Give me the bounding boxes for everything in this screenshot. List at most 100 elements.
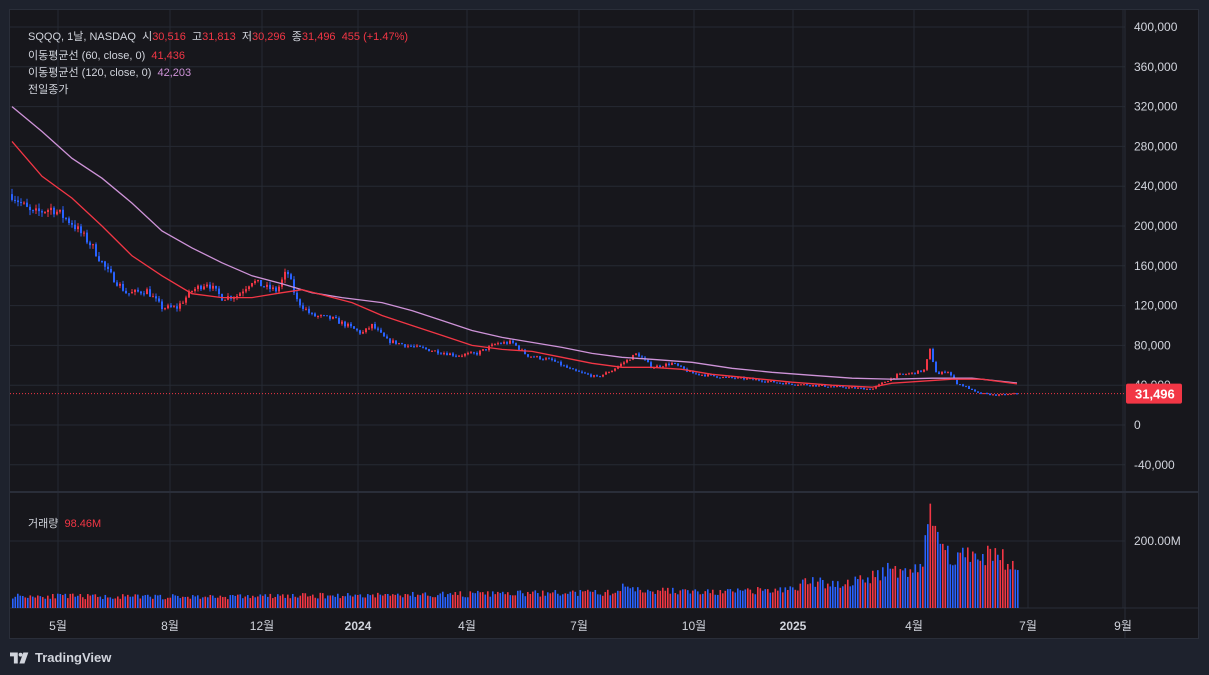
volume-bar xyxy=(639,589,642,608)
candle-body xyxy=(746,378,748,380)
legend-prev-close[interactable]: 전일종가 xyxy=(28,81,68,97)
candle-body xyxy=(827,386,829,388)
candle-body xyxy=(908,373,910,375)
candle-body xyxy=(698,373,700,375)
candle-body xyxy=(680,365,682,367)
candle-body xyxy=(164,308,166,310)
volume-bar xyxy=(687,590,689,608)
volume-bar xyxy=(944,550,947,608)
volume-bar xyxy=(427,595,429,608)
volume-bar xyxy=(399,595,402,608)
candle-body xyxy=(1013,393,1015,395)
volume-bar xyxy=(767,589,769,608)
candle-body xyxy=(899,373,901,375)
volume-bar xyxy=(332,595,334,608)
volume-bar xyxy=(234,595,237,608)
volume-bar xyxy=(797,590,799,608)
candle-body xyxy=(197,285,199,289)
volume-bar xyxy=(684,589,687,608)
chart-frame[interactable]: 400,000 360,000 320,000 280,000 240,000 200,0… xyxy=(9,9,1199,639)
candle-body xyxy=(398,343,400,345)
volume-bar xyxy=(197,595,199,608)
candle-body xyxy=(581,371,583,373)
legend-ma120[interactable]: 이동평균선 (120, close, 0) 42,203 xyxy=(28,64,191,80)
candle-body xyxy=(377,328,379,330)
volume-bar xyxy=(812,577,814,608)
candle-body xyxy=(446,353,448,356)
volume-bar xyxy=(239,594,242,608)
candle-body xyxy=(185,297,187,303)
volume-bar xyxy=(244,596,247,608)
volume-bar xyxy=(649,591,652,608)
candle-body xyxy=(449,353,451,356)
volume-bar xyxy=(657,590,659,608)
candle-body xyxy=(128,293,130,295)
volume-bar xyxy=(157,595,159,608)
volume-bar xyxy=(807,584,809,608)
volume-bar xyxy=(824,588,827,608)
candle-body xyxy=(575,369,577,371)
volume-bar xyxy=(1009,569,1012,608)
chart-canvas[interactable]: 400,000 360,000 320,000 280,000 240,000 200,0… xyxy=(10,10,1198,638)
y-tick-label: 400,000 xyxy=(1134,20,1178,34)
tradingview-logo[interactable]: TradingView xyxy=(10,650,111,665)
volume-bar xyxy=(774,588,777,608)
volume-bar xyxy=(584,591,587,608)
legend-ma120-label: 이동평균선 (120, close, 0) xyxy=(28,67,152,79)
candle-body xyxy=(245,289,247,292)
last-price-tag xyxy=(1126,383,1182,404)
volume-bar xyxy=(939,543,942,608)
candle-body xyxy=(353,326,355,329)
volume-bar xyxy=(254,597,257,608)
candle-body xyxy=(140,291,142,294)
candle-body xyxy=(785,382,787,385)
x-tick-label: 7월 xyxy=(570,619,588,633)
volume-bar xyxy=(619,591,622,608)
volume-bar xyxy=(632,587,634,608)
volume-bar xyxy=(957,552,959,608)
volume-bar xyxy=(842,586,844,608)
volume-bar xyxy=(942,543,944,608)
candle-body xyxy=(428,349,430,352)
candle-body xyxy=(887,380,889,382)
volume-bar xyxy=(967,547,969,608)
candle-body xyxy=(299,299,301,306)
volume-bar xyxy=(922,566,924,608)
legend-volume-value: 98.46M xyxy=(64,518,102,530)
volume-bar xyxy=(447,594,449,608)
volume-bar xyxy=(39,596,42,608)
legend-volume[interactable]: 거래량 98.46M xyxy=(28,515,101,531)
candle-body xyxy=(815,384,817,387)
ma120-line xyxy=(11,106,1018,384)
candle-body xyxy=(116,282,118,286)
volume-bar xyxy=(232,595,234,608)
volume-bar xyxy=(892,568,894,608)
y-tick-label: 240,000 xyxy=(1134,179,1178,193)
candle-body xyxy=(725,376,727,378)
candle-body xyxy=(44,211,46,213)
volume-bar xyxy=(974,553,977,608)
volume-bar xyxy=(172,594,174,608)
legend-ma60[interactable]: 이동평균선 (60, close, 0) 41,436 xyxy=(28,47,185,63)
candle-body xyxy=(1010,393,1012,395)
candle-body xyxy=(632,354,634,360)
volume-bar xyxy=(669,593,672,608)
x-tick-label: 2025 xyxy=(780,619,807,633)
volume-bar xyxy=(602,595,604,608)
volume-bar xyxy=(964,557,967,608)
volume-bar xyxy=(82,597,84,608)
candle-body xyxy=(329,315,331,319)
volume-bar xyxy=(709,593,712,608)
candle-body xyxy=(155,296,157,299)
candle-body xyxy=(485,349,487,351)
candle-body xyxy=(425,347,427,350)
legend-volume-label: 거래량 xyxy=(28,518,59,530)
volume-bar xyxy=(569,591,572,608)
candle-body xyxy=(953,375,955,379)
volume-bar xyxy=(514,595,517,608)
volume-bar xyxy=(694,589,697,608)
candle-body xyxy=(302,305,304,309)
volume-bar xyxy=(859,575,862,608)
candle-body xyxy=(950,372,952,376)
volume-bar xyxy=(787,589,789,608)
